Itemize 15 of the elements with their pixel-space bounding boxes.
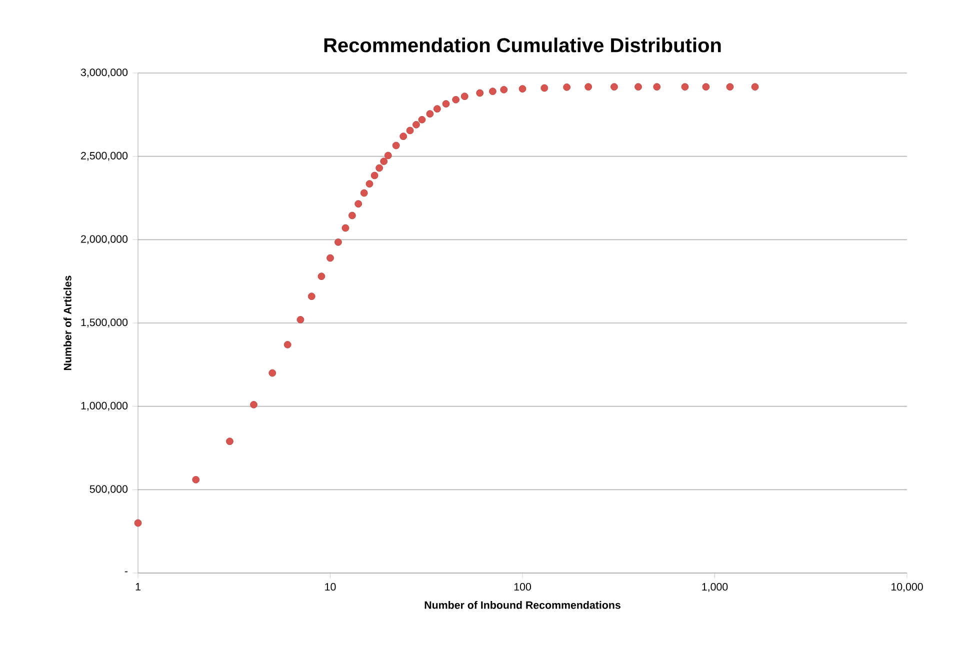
x-tick-label: 1 xyxy=(136,583,140,590)
x-tick-label: 100 xyxy=(514,583,531,591)
y-tick-label: 500,000 xyxy=(90,485,128,494)
x-tick-label: 1,000 xyxy=(702,583,728,592)
y-tick-label: 1,000,000 xyxy=(81,402,128,411)
y-tick-label: 1,500,000 xyxy=(81,318,128,328)
y-tick-label: 3,000,000 xyxy=(80,68,128,78)
x-axis-title: Number of Inbound Recommendations xyxy=(424,601,620,609)
x-tick-label: 10 xyxy=(325,583,336,591)
y-tick-label: 2,500,000 xyxy=(81,152,128,161)
chart-title: Recommendation Cumulative Distribution xyxy=(324,38,721,52)
y-tick-label: 2,000,000 xyxy=(81,235,128,244)
y-tick-label: - xyxy=(124,571,128,572)
x-tick-label: 10,000 xyxy=(892,583,923,592)
y-axis-title: Number of Articles xyxy=(64,276,72,370)
